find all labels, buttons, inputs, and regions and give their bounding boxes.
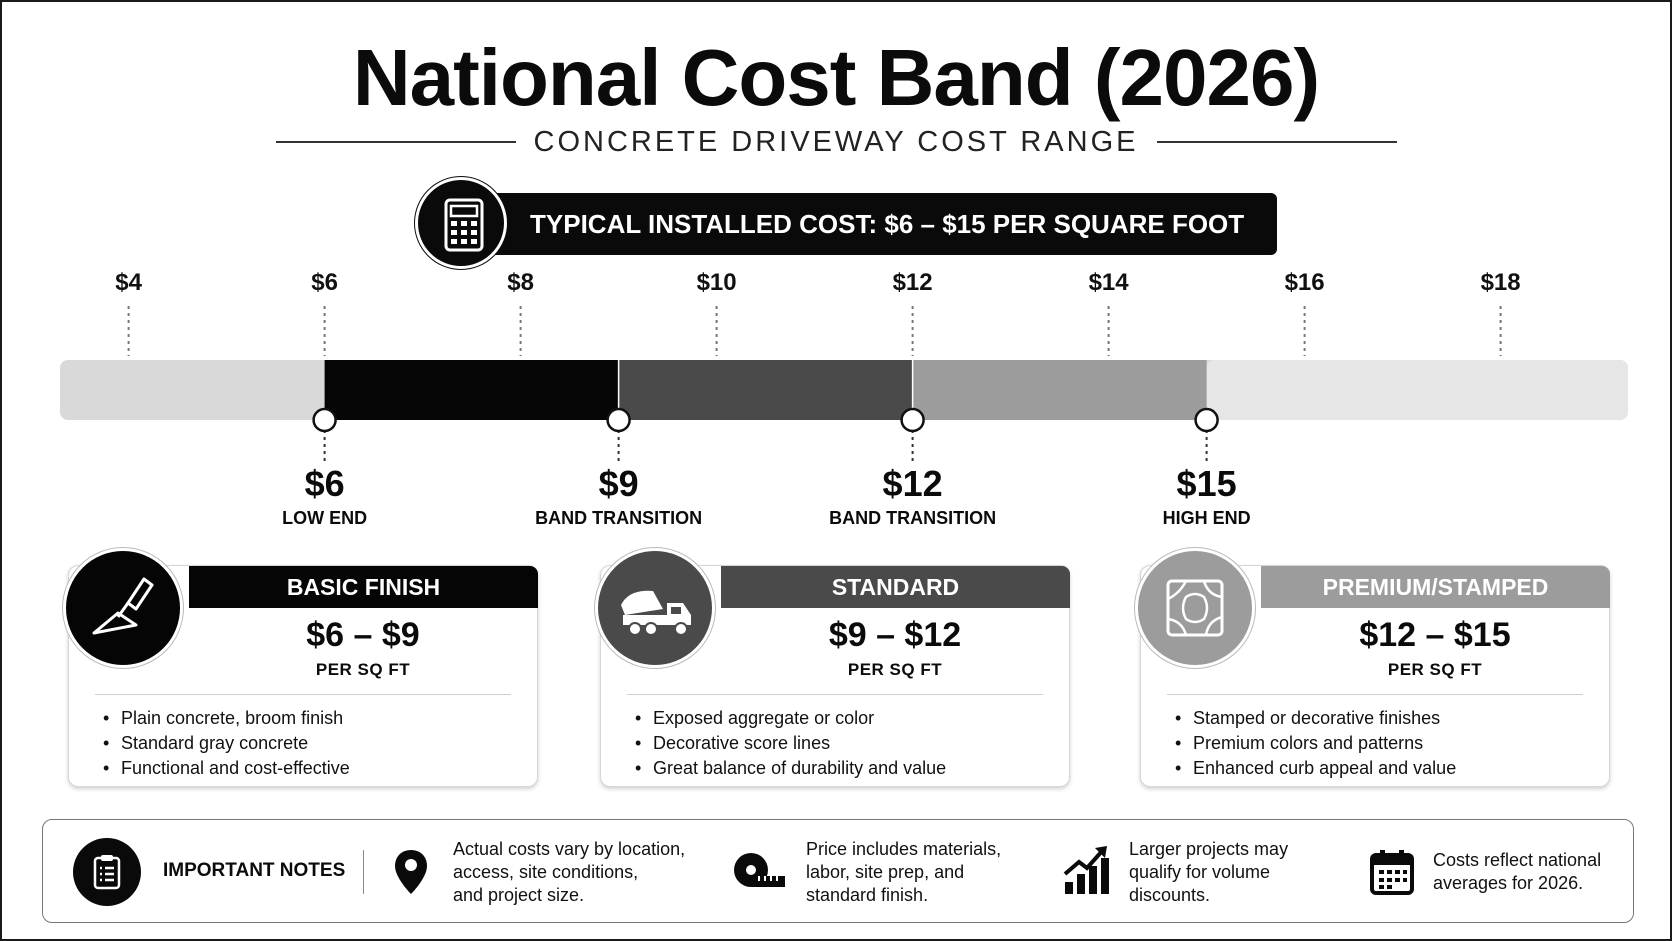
card-premium-unit: PER SQ FT xyxy=(1387,660,1483,679)
tick-label: $14 xyxy=(1089,270,1130,296)
tier-cards: BASIC FINISH $6 – $9 PER SQ FT Plain con… xyxy=(2,547,1672,787)
list-item: Standard gray concrete xyxy=(103,731,350,756)
subtitle: CONCRETE DRIVEWAY COST RANGE xyxy=(533,126,1139,158)
note-volume: Larger projects may qualify for volume d… xyxy=(1129,839,1289,905)
marker-price: $6 xyxy=(305,463,345,504)
list-item: Premium colors and patterns xyxy=(1175,731,1456,756)
band-bar-0 xyxy=(324,360,619,420)
card-basic-title: BASIC FINISH xyxy=(189,566,538,608)
list-item: Plain concrete, broom finish xyxy=(103,706,350,731)
notes-divider xyxy=(363,850,364,894)
list-item: Functional and cost-effective xyxy=(103,756,350,781)
card-standard-bullets: Exposed aggregate or color Decorative sc… xyxy=(635,706,946,781)
important-notes-panel: IMPORTANT NOTES Actual costs vary by loc… xyxy=(42,819,1634,923)
note-averages: Costs reflect national averages for 2026… xyxy=(1433,850,1602,893)
list-item: Enhanced curb appeal and value xyxy=(1175,756,1456,781)
card-basic-price: $6 – $9 xyxy=(306,616,420,654)
cost-scale-svg: $4 $6 $8 $10 $12 $14 $16 $18 $6 LOW END $9 BAND TRA… xyxy=(60,270,1628,528)
card-standard-unit: PER SQ FT xyxy=(847,660,943,679)
marker-label: HIGH END xyxy=(1163,508,1251,528)
calendar-icon xyxy=(1369,848,1415,896)
marker-label: BAND TRANSITION xyxy=(535,508,702,528)
cement-mixer-truck-icon xyxy=(595,548,715,668)
tick-label: $6 xyxy=(311,270,338,296)
subtitle-row: CONCRETE DRIVEWAY COST RANGE xyxy=(2,122,1670,162)
card-premium-bullets: Stamped or decorative finishes Premium c… xyxy=(1175,706,1456,781)
trowel-icon xyxy=(63,548,183,668)
notes-title: IMPORTANT NOTES xyxy=(163,860,346,881)
band-bar-1 xyxy=(618,360,913,420)
card-basic: BASIC FINISH $6 – $9 PER SQ FT Plain con… xyxy=(63,548,538,787)
tape-measure-icon xyxy=(731,848,787,894)
marker-label: BAND TRANSITION xyxy=(829,508,996,528)
card-standard-title: STANDARD xyxy=(721,566,1070,608)
card-basic-unit: PER SQ FT xyxy=(315,660,411,679)
summary-banner: TYPICAL INSTALLED COST: $6 – $15 PER SQU… xyxy=(472,193,1277,255)
clipboard-icon xyxy=(73,838,141,906)
page-title: National Cost Band (2026) xyxy=(352,33,1320,122)
tick-label: $18 xyxy=(1481,270,1521,296)
card-premium: PREMIUM/STAMPED $12 – $15 PER SQ FT Stam… xyxy=(1135,548,1610,787)
subtitle-rule-left xyxy=(275,141,516,143)
marker-label: LOW END xyxy=(282,508,367,528)
list-item: Exposed aggregate or color xyxy=(635,706,946,731)
stamped-pattern-icon xyxy=(1135,548,1255,668)
bar-chart-up-icon xyxy=(1061,844,1111,896)
marker-point xyxy=(312,407,337,433)
cost-scale-chart: $4 $6 $8 $10 $12 $14 $16 $18 $6 LOW END $9 BAND TRA… xyxy=(2,270,1672,550)
subtitle-rule-right xyxy=(1156,141,1397,143)
list-item: Stamped or decorative finishes xyxy=(1175,706,1456,731)
card-divider xyxy=(95,694,511,695)
note-inclusions: Price includes materials, labor, site pr… xyxy=(806,839,1002,905)
tick-label: $8 xyxy=(507,270,534,296)
card-premium-price: $12 – $15 xyxy=(1359,616,1511,654)
map-pin-icon xyxy=(391,848,431,896)
card-standard-price: $9 – $12 xyxy=(828,616,962,654)
calculator-icon xyxy=(415,177,507,269)
tick-label: $10 xyxy=(697,270,737,296)
card-standard: STANDARD $9 – $12 PER SQ FT Exposed aggr… xyxy=(595,548,1070,787)
tick-label: $4 xyxy=(115,270,142,296)
marker-point xyxy=(606,407,631,433)
card-basic-bullets: Plain concrete, broom finish Standard gr… xyxy=(103,706,350,781)
marker-price: $9 xyxy=(599,463,639,504)
card-divider xyxy=(627,694,1043,695)
tick-label: $16 xyxy=(1285,270,1325,296)
band-bar-2 xyxy=(912,360,1207,420)
marker-point xyxy=(1194,407,1219,433)
marker-price: $15 xyxy=(1177,463,1237,504)
marker-price: $12 xyxy=(883,463,943,504)
marker-point xyxy=(900,407,925,433)
scale-track-end xyxy=(1206,360,1628,420)
card-divider xyxy=(1167,694,1583,695)
note-location: Actual costs vary by location, access, s… xyxy=(453,839,686,905)
list-item: Decorative score lines xyxy=(635,731,946,756)
list-item: Great balance of durability and value xyxy=(635,756,946,781)
card-premium-title: PREMIUM/STAMPED xyxy=(1261,566,1610,608)
tick-label: $12 xyxy=(893,270,933,296)
